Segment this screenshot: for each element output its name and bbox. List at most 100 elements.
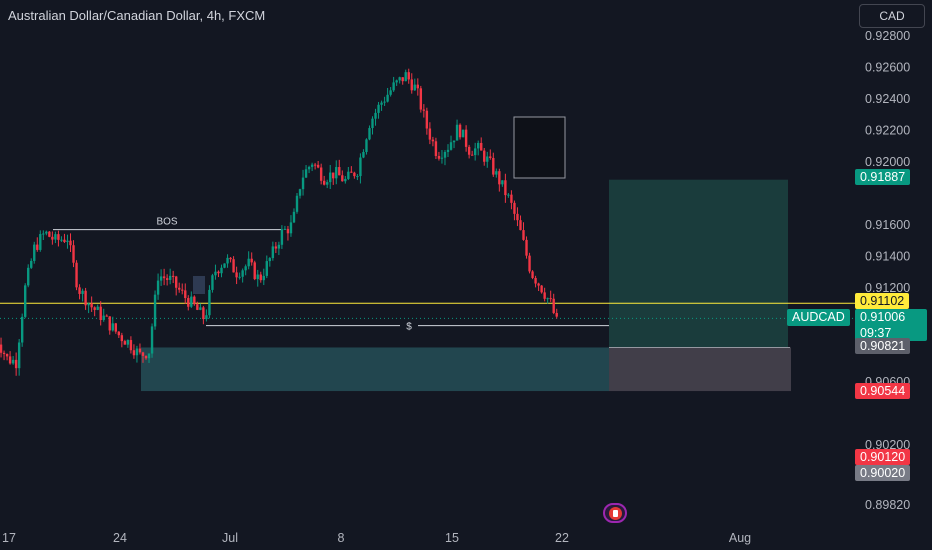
candle-body [117, 331, 121, 336]
candle-body [259, 274, 262, 281]
candle-body [202, 307, 205, 320]
x-tick-label: Jul [222, 531, 238, 545]
candle-body [304, 169, 308, 178]
candle-body [256, 274, 259, 280]
candle-body [250, 258, 253, 263]
candle-body [528, 255, 531, 272]
candle-body [534, 277, 537, 284]
candle-body [477, 142, 480, 149]
x-tick-label: 24 [113, 531, 127, 545]
candle-body [332, 172, 335, 179]
event-flag-icon[interactable] [603, 503, 627, 523]
candle-body [365, 139, 368, 152]
candle-body [69, 240, 72, 246]
y-tick-label: 0.91400 [865, 249, 910, 263]
candle-body [398, 77, 401, 81]
candle-body [501, 180, 504, 185]
candle-body [519, 220, 522, 231]
candle-body [549, 298, 552, 300]
candle-body [181, 289, 184, 291]
candle-body [368, 128, 371, 140]
candle-body [395, 80, 398, 83]
candle-body [413, 84, 416, 91]
candle-body [147, 353, 151, 359]
candle-body [45, 231, 48, 234]
bar-countdown: 09:37 [860, 326, 892, 340]
candle-body [208, 289, 211, 316]
bos-label: BOS [156, 217, 177, 228]
candle-body [437, 156, 441, 159]
y-tick-label: 0.92400 [865, 92, 910, 106]
candle-body [386, 94, 389, 102]
candle-body [253, 262, 256, 280]
candle-body [99, 306, 102, 320]
candle-body [39, 234, 42, 250]
candle-body [359, 157, 362, 177]
candle-body [66, 240, 69, 242]
candle-body [81, 290, 84, 294]
candle-body [286, 228, 290, 234]
candle-body [350, 171, 353, 173]
profit-zone [609, 179, 788, 348]
candle-body [265, 261, 268, 276]
candle-body [486, 156, 489, 162]
x-tick-label: 8 [338, 531, 345, 545]
candle-body [271, 246, 275, 259]
candle-body [144, 355, 148, 359]
candle-body [87, 303, 90, 306]
candle-body [480, 142, 483, 151]
candle-body [422, 109, 426, 111]
candle-body [159, 276, 163, 281]
candle-body [344, 178, 347, 182]
y-tick-label: 0.92000 [865, 155, 910, 169]
candle-body [452, 140, 456, 143]
candle-body [543, 292, 546, 299]
candle-body [8, 356, 12, 364]
candle-body [129, 340, 133, 351]
candle-body [153, 294, 157, 327]
last-price-value: 0.91006 [860, 310, 906, 324]
candle-body [280, 229, 284, 245]
candle-body [123, 341, 127, 345]
y-tick-label: 0.92200 [865, 123, 910, 137]
candle-body [289, 222, 293, 234]
candle-body [24, 285, 27, 317]
candle-body [51, 236, 54, 240]
candle-body [313, 164, 317, 166]
candle-body [196, 304, 199, 310]
candle-body [229, 257, 232, 260]
candle-body [416, 84, 419, 89]
candle-body [295, 195, 299, 212]
highlight-box [513, 116, 566, 179]
candle-body [531, 271, 534, 278]
low-red-tag: 0.90120 [855, 449, 911, 465]
candle-body [90, 303, 93, 308]
x-tick-label: 15 [445, 531, 459, 545]
candle-body [525, 239, 528, 256]
candle-body [298, 189, 302, 196]
candle-body [217, 271, 220, 274]
candle-body [108, 316, 111, 331]
y-tick-label: 0.92800 [865, 29, 910, 43]
candle-body [63, 239, 66, 242]
candle-body [102, 315, 105, 320]
candle-body [223, 263, 226, 268]
canada-flag-icon [608, 506, 622, 520]
candle-body [383, 101, 386, 103]
y-tick-label: 0.91200 [865, 281, 910, 295]
candle-body [60, 239, 63, 241]
currency-button[interactable]: CAD [859, 4, 925, 28]
candle-body [419, 88, 423, 110]
y-tick-label: 0.90200 [865, 438, 910, 452]
stop-loss-tag: 0.90544 [855, 383, 911, 399]
candle-body [78, 287, 81, 294]
candle-body [389, 90, 392, 95]
candle-body [187, 298, 190, 307]
x-tick-label: 17 [2, 531, 16, 545]
candle-body [199, 307, 202, 310]
candle-body [338, 167, 341, 176]
candle-body [326, 182, 329, 185]
candle-body [247, 258, 250, 267]
candle-body [135, 348, 139, 356]
